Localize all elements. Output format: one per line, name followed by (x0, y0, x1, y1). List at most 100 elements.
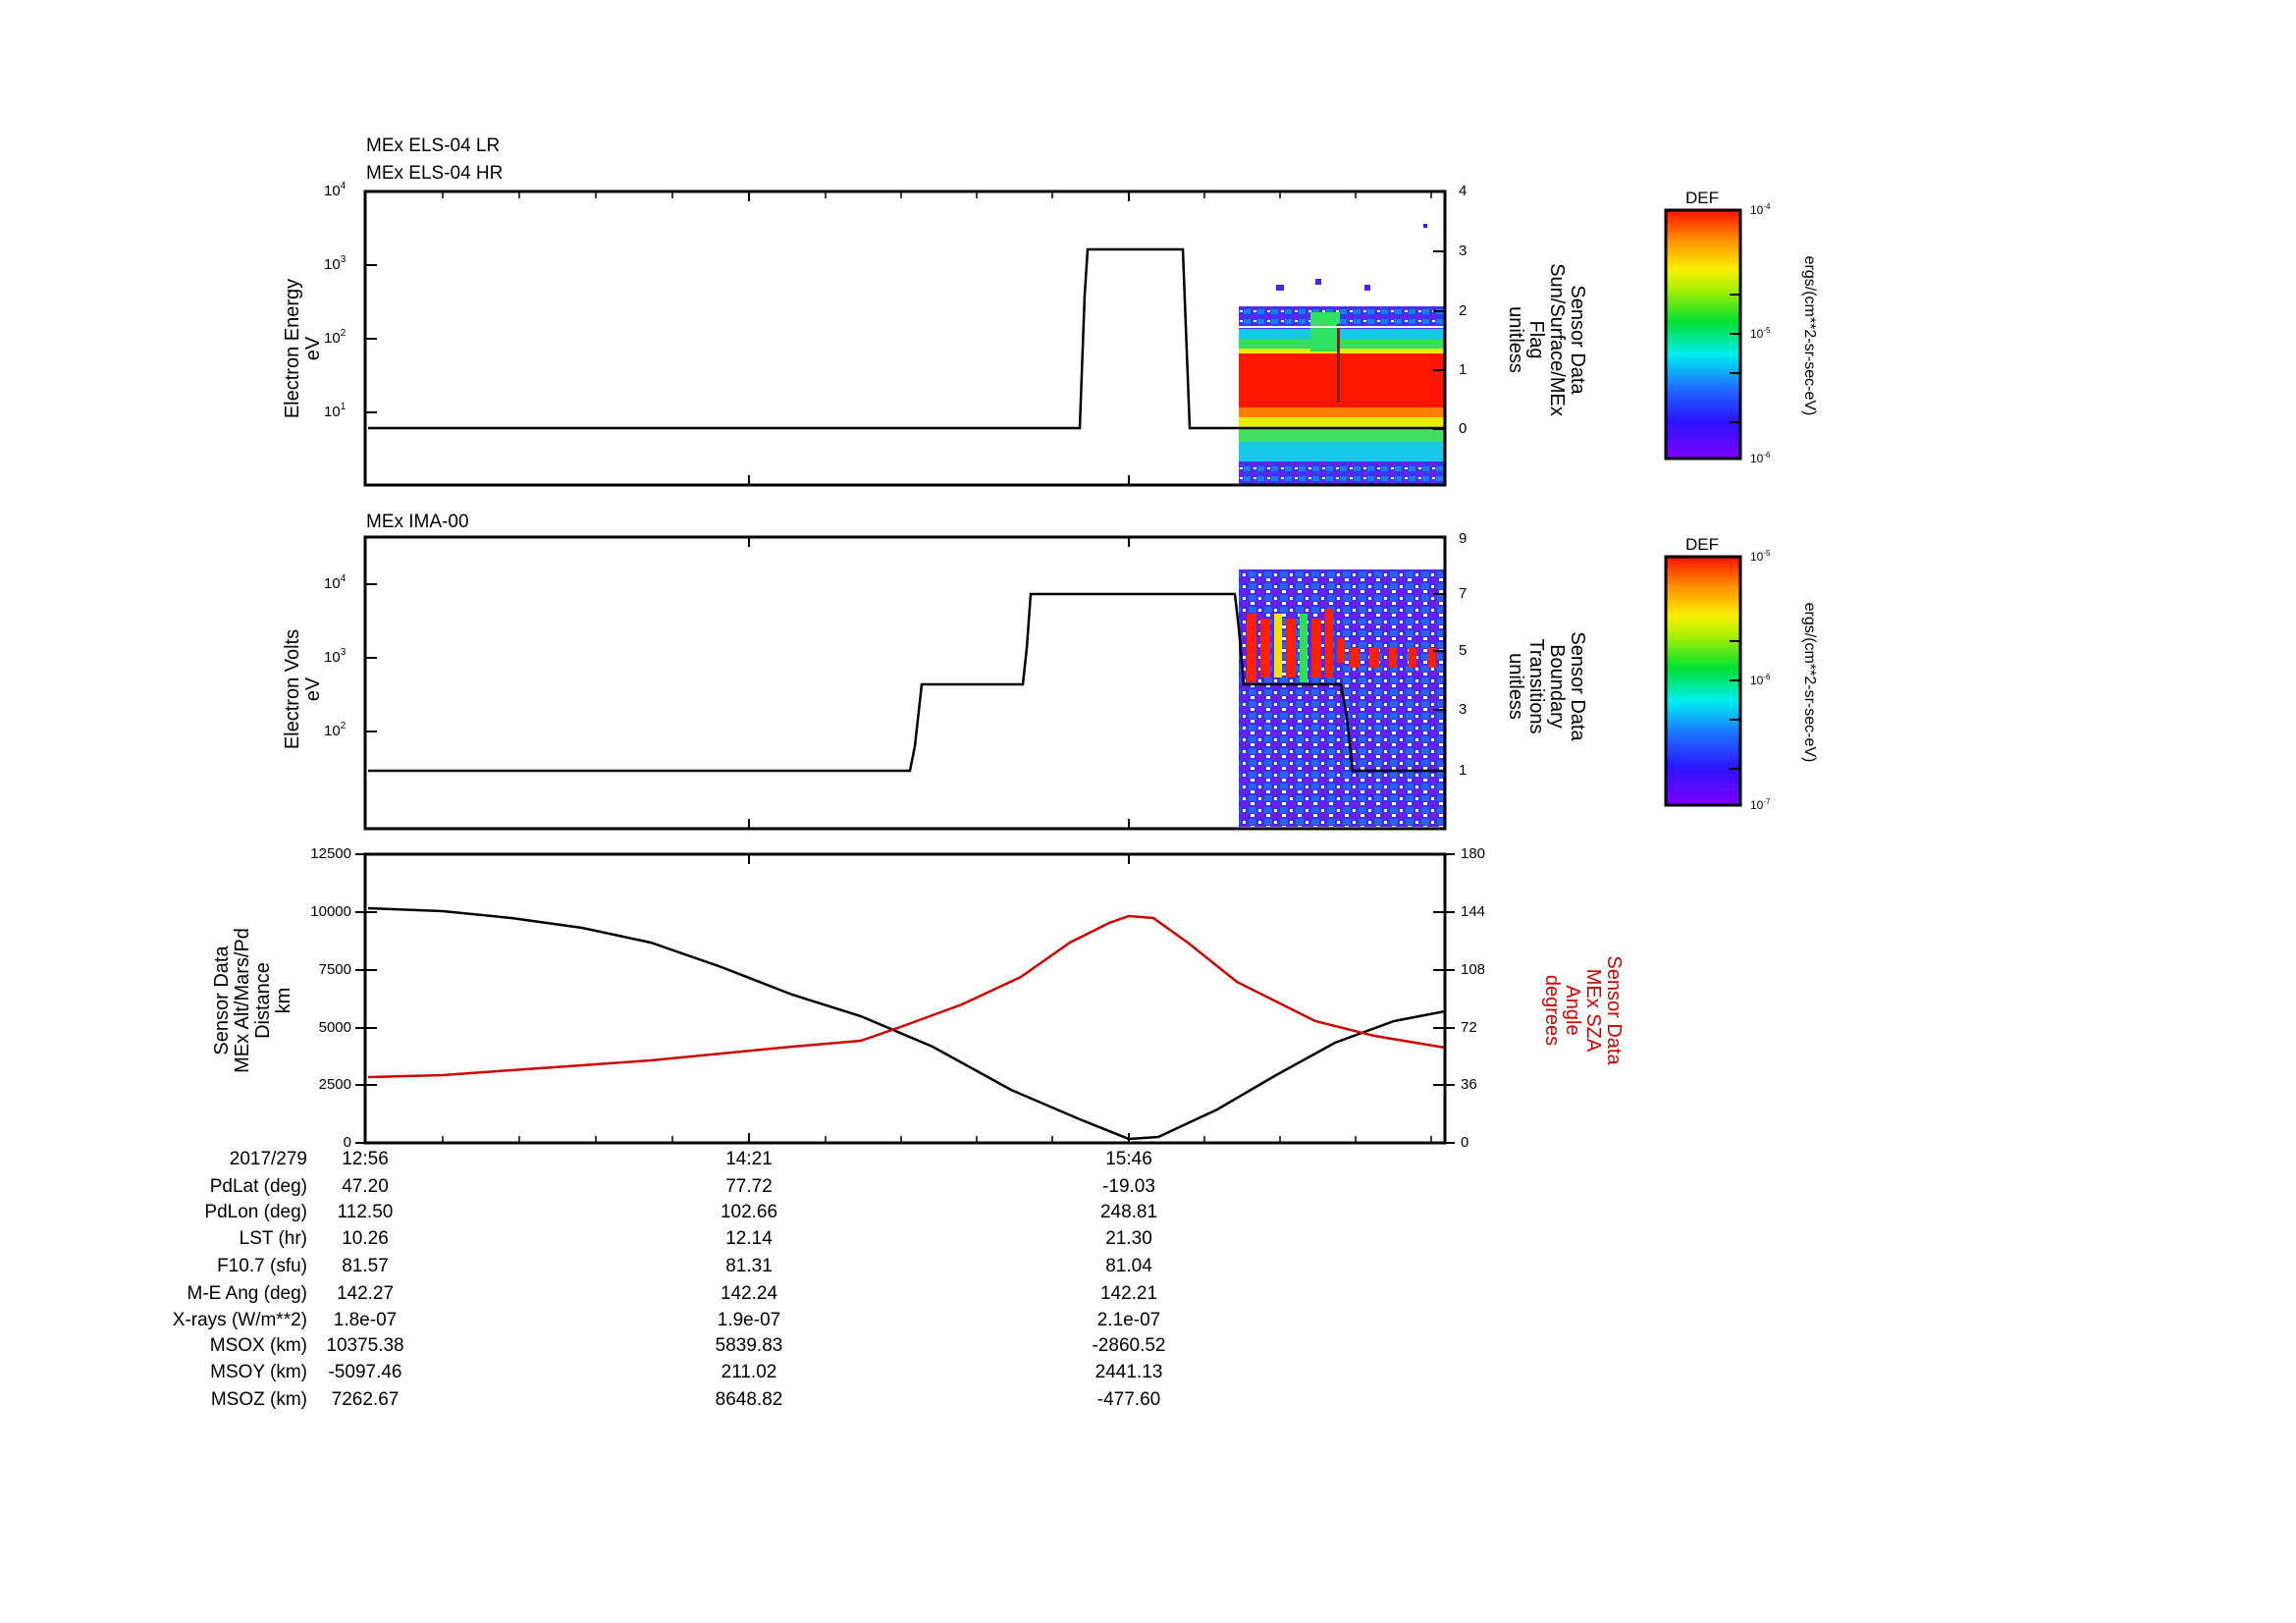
ephemeris-cell: 47.20 (342, 1176, 389, 1197)
sza-line (367, 914, 1446, 1079)
top-y2tick-2: 2 (1459, 302, 1468, 319)
bottom-ytick-12500: 12500 (310, 845, 351, 862)
colorbar-top-max: 10-4 (1750, 202, 1771, 217)
top-y2tick-1: 1 (1459, 361, 1468, 378)
ephemeris-cell: 1.8e-07 (333, 1310, 398, 1330)
top-panel-title-2: MEx ELS-04 HR (366, 163, 504, 184)
top-flag-line (368, 247, 1445, 430)
middle-y2tick-7: 7 (1459, 585, 1468, 602)
top-y2label-line2: Sun/Surface/MEx (1546, 263, 1568, 416)
ephemeris-cell: 102.66 (720, 1202, 778, 1222)
middle-ytick-10e2: 102 (324, 721, 347, 739)
colorbar-middle-title: DEF (1685, 535, 1719, 554)
ephemeris-cell: 142.24 (720, 1283, 778, 1304)
bottom-ytick-7500: 7500 (318, 961, 351, 978)
ephemeris-row-label: PdLat (deg) (209, 1176, 307, 1197)
y-ticks-bottom (355, 853, 1455, 1144)
top-ylabel-line1: Electron Energy (282, 278, 303, 419)
ephemeris-time-0: 12:56 (342, 1149, 389, 1169)
ephemeris-cell: -2860.52 (1092, 1335, 1166, 1356)
ephemeris-cell: 21.30 (1105, 1228, 1152, 1249)
ephemeris-cell: -5097.46 (328, 1362, 402, 1382)
ephemeris-cell: 112.50 (337, 1202, 394, 1222)
ephemeris-cell: 142.27 (336, 1283, 395, 1304)
top-ytick-10e1: 101 (324, 402, 347, 420)
ephemeris-cell: 2.1e-07 (1096, 1310, 1161, 1330)
middle-y2tick-1: 1 (1459, 762, 1468, 779)
x-major-ticks (748, 191, 1130, 1143)
bottom-ylabel-line1: Sensor Data (211, 946, 233, 1055)
ephemeris-cell: -477.60 (1096, 1389, 1161, 1410)
colorbar-ticks (1730, 294, 1740, 770)
ephemeris-row-label: MSOX (km) (209, 1335, 307, 1356)
ephemeris-cell: 248.81 (1099, 1202, 1158, 1222)
bottom-ytick-2500: 2500 (318, 1076, 351, 1093)
bottom-ylabel: Sensor Data MEx Alt/Mars/Pd Distance km (211, 893, 298, 1109)
middle-ytick-10e4: 104 (324, 573, 347, 592)
colorbar-middle-units: ergs/(cm**2-sr-sec-eV) (1801, 602, 1818, 763)
ephemeris-cell: 81.04 (1105, 1256, 1152, 1276)
top-y2label-line3: Flag (1525, 320, 1547, 359)
bottom-ylabel-line4: km (273, 987, 294, 1014)
bottom-y2label: Sensor Data MEx SZA Angle degrees (1537, 912, 1625, 1109)
bottom-y2tick-36: 36 (1461, 1076, 1477, 1093)
middle-y2tick-5: 5 (1459, 642, 1468, 659)
bottom-ylabel-line3: Distance (252, 962, 274, 1039)
bottom-y2label-line2: MEx SZA (1582, 968, 1604, 1053)
bottom-y2label-line3: Angle (1562, 985, 1583, 1036)
top-y2tick-3: 3 (1459, 243, 1468, 259)
ephemeris-cell: 12.14 (725, 1228, 773, 1249)
bottom-ylabel-line2: MEx Alt/Mars/Pd (232, 928, 253, 1073)
top-ytick-10e2: 102 (324, 328, 347, 347)
colorbar-middle-min: 10-7 (1750, 797, 1771, 812)
middle-panel-frame (363, 535, 1447, 831)
colorbar-middle-max: 10-5 (1750, 549, 1771, 564)
distance-line (367, 906, 1446, 1141)
bottom-y2tick-144: 144 (1461, 903, 1486, 920)
ephemeris-cell: 77.72 (725, 1176, 773, 1197)
ephemeris-cell: 5839.83 (715, 1335, 783, 1356)
top-y2label-line4: unitless (1505, 306, 1526, 373)
ephemeris-cell: 8648.82 (715, 1389, 783, 1410)
ephemeris-time-1: 14:21 (725, 1149, 773, 1169)
bottom-y2tick-72: 72 (1461, 1019, 1477, 1036)
y-ticks-top (365, 190, 1445, 430)
middle-y2label-line1: Sensor Data (1567, 631, 1588, 741)
colorbar-top-units: ergs/(cm**2-sr-sec-eV) (1801, 255, 1818, 416)
colorbar-top-title: DEF (1685, 189, 1719, 207)
ephemeris-row-label: F10.7 (sfu) (217, 1256, 307, 1276)
middle-ylabel: Electron Volts eV (282, 591, 326, 787)
middle-y2tick-9: 9 (1459, 530, 1468, 547)
top-panel-spectrogram (1239, 224, 1445, 485)
top-ylabel-line2: eV (302, 336, 324, 361)
middle-y2label: Sensor Data Boundary Transitions unitles… (1501, 588, 1588, 784)
y-ticks-middle (365, 536, 1445, 772)
bottom-y2tick-0: 0 (1461, 1134, 1469, 1151)
top-panel-title-1: MEx ELS-04 LR (366, 135, 501, 156)
ephemeris-row-label: M-E Ang (deg) (187, 1283, 308, 1304)
ephemeris-cell: 10.26 (342, 1228, 389, 1249)
top-y2label-line1: Sensor Data (1567, 285, 1588, 395)
ephemeris-cell: -19.03 (1102, 1176, 1155, 1197)
middle-ytick-10e3: 103 (324, 647, 347, 666)
ephemeris-row-label: PdLon (deg) (204, 1202, 307, 1222)
colorbar-middle (1664, 555, 1742, 807)
x-minor-ticks (442, 191, 1432, 1143)
middle-panel-title: MEx IMA-00 (366, 512, 469, 532)
top-y2label: Sensor Data Sun/Surface/MEx Flag unitles… (1501, 242, 1588, 438)
ephemeris-cell: 211.02 (721, 1362, 777, 1382)
top-y2tick-4: 4 (1459, 183, 1468, 199)
bottom-ytick-0: 0 (343, 1134, 351, 1151)
top-ytick-10e3: 103 (324, 254, 347, 273)
colorbar-top-mid: 10-5 (1750, 326, 1771, 341)
ephemeris-cell: 81.31 (725, 1256, 773, 1276)
ephemeris-date: 2017/279 (229, 1149, 307, 1169)
ephemeris-time-2: 15:46 (1105, 1149, 1152, 1169)
ephemeris-cell: 7262.67 (331, 1389, 400, 1410)
ephemeris-cell: 142.21 (1099, 1283, 1158, 1304)
top-y2tick-0: 0 (1459, 420, 1468, 437)
middle-y2label-line4: unitless (1505, 653, 1526, 720)
middle-y2label-line3: Transitions (1525, 638, 1547, 734)
middle-ylabel-line1: Electron Volts (282, 628, 303, 750)
middle-ylabel-line2: eV (302, 676, 324, 702)
